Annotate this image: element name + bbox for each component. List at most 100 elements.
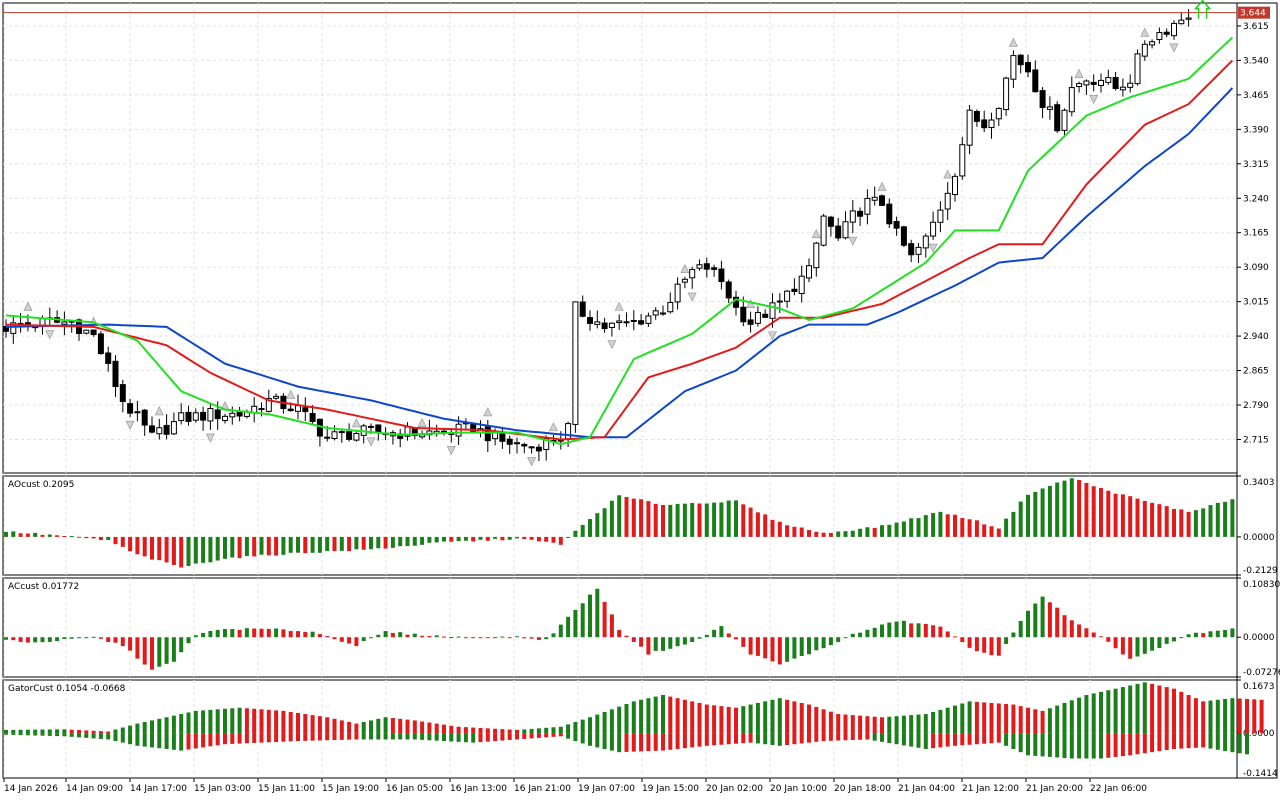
time-tick-label: 14 Jan 2026: [4, 784, 58, 794]
gator-lower-bar: [843, 733, 848, 741]
histogram-bar-up: [442, 536, 446, 542]
gator-lower-bar: [1062, 733, 1067, 758]
gator-lower-bar: [836, 733, 841, 741]
gator-lower-bar: [354, 733, 359, 740]
histogram-bar-up: [1011, 632, 1016, 638]
gator-lower-bar: [1179, 733, 1184, 749]
candle-bear: [703, 263, 710, 270]
gator-upper-bar: [296, 713, 300, 734]
gator-lower-bar: [1011, 733, 1016, 749]
candle-bull: [1083, 80, 1090, 86]
histogram-bar-down: [1099, 487, 1103, 537]
histogram-bar-up: [84, 637, 89, 639]
histogram-bar-down: [405, 634, 410, 638]
gator-upper-bar: [1172, 688, 1176, 734]
gator-upper-bar: [281, 710, 286, 734]
candle-bear: [200, 411, 207, 421]
gator-lower-bar: [1142, 733, 1147, 754]
gator-lower-bar: [1099, 733, 1103, 759]
histogram-bar-up: [712, 629, 717, 638]
candle-bear: [1054, 104, 1061, 132]
gator-lower-bar: [1004, 733, 1009, 746]
gator-lower-bar: [157, 733, 162, 749]
gator-lower-bar: [668, 733, 673, 750]
histogram-bar-up: [843, 637, 848, 639]
gator-lower-bar: [171, 733, 176, 750]
histogram-bar-down: [347, 637, 352, 644]
gator-upper-bar: [1033, 709, 1038, 734]
gator-upper-bar: [354, 723, 359, 734]
candle-bull: [1098, 79, 1104, 86]
gator-lower-bar: [281, 733, 286, 742]
histogram-bar-down: [259, 628, 264, 638]
gator-upper-bar: [1128, 685, 1133, 734]
gator-upper-bar: [880, 717, 884, 734]
histogram-bar-up: [1033, 491, 1038, 537]
indicator-tick-label: 0.0000: [1243, 533, 1275, 543]
gator-lower-bar: [858, 733, 863, 740]
gator-lower-bar: [1026, 733, 1030, 756]
gator-upper-bar: [522, 729, 527, 734]
gator-lower-bar: [478, 733, 483, 743]
fractal-down-marker: [687, 292, 697, 302]
histogram-bar-up: [339, 536, 344, 551]
histogram-bar-up: [865, 629, 870, 638]
gator-upper-bar: [361, 722, 366, 734]
candle-bull: [864, 197, 871, 215]
histogram-bar-down: [785, 525, 790, 537]
histogram-bar-up: [215, 536, 220, 561]
indicator-tick-label: 0.3403: [1243, 478, 1275, 488]
gator-upper-bar: [996, 703, 1001, 734]
histogram-bar-up: [609, 500, 614, 537]
gator-lower-bar: [1164, 733, 1169, 751]
gator-upper-bar: [704, 704, 709, 734]
indicator-tick-label: 0.0000: [1243, 633, 1275, 643]
gator-lower-bar: [303, 733, 308, 741]
gator-upper-bar: [872, 716, 877, 734]
histogram-bar-down: [500, 536, 505, 541]
histogram-bar-up: [828, 637, 833, 646]
histogram-bar-up: [1230, 628, 1235, 638]
fractal-up-marker: [549, 422, 558, 432]
candle-bull: [222, 415, 228, 422]
histogram-bar-up: [573, 530, 578, 537]
gator-upper-bar: [157, 718, 162, 734]
histogram-bar-up: [288, 536, 293, 553]
histogram-bar-down: [967, 519, 972, 537]
gator-lower-bar: [1230, 733, 1235, 753]
candle-bear: [762, 313, 769, 318]
histogram-bar-up: [493, 637, 498, 639]
indicator-tick-label: 0.1673: [1243, 682, 1275, 692]
histogram-bar-up: [274, 628, 279, 638]
histogram-bar-down: [98, 536, 103, 541]
price-tick-label: 3.015: [1243, 298, 1269, 308]
time-tick-label: 20 Jan 10:00: [770, 784, 827, 794]
histogram-bar-up: [690, 503, 695, 537]
histogram-bar-up: [55, 637, 60, 642]
histogram-bar-down: [770, 519, 775, 537]
candle-bull: [170, 421, 177, 435]
candle-bear: [214, 409, 221, 420]
alligator-jaw-line: [5, 87, 1234, 439]
histogram-bar-down: [135, 536, 140, 555]
gator-lower-bar: [442, 733, 446, 742]
gator-upper-bar: [712, 705, 717, 734]
candle-bear: [1039, 90, 1046, 108]
histogram-bar-up: [69, 637, 74, 639]
histogram-bar-down: [317, 634, 322, 638]
gator-upper-bar: [179, 714, 184, 734]
histogram-bar-up: [427, 536, 432, 543]
histogram-bar-down: [91, 536, 96, 539]
histogram-bar-up: [1164, 637, 1169, 644]
gator-lower-bar: [996, 733, 1001, 743]
candle-bull: [1003, 77, 1010, 111]
gator-lower-bar: [113, 733, 118, 742]
candle-bear: [141, 409, 148, 426]
gator-upper-bar: [938, 709, 943, 734]
gator-upper-bar: [383, 717, 388, 734]
gator-lower-bar: [310, 733, 315, 741]
gator-lower-bar: [661, 733, 665, 751]
candle-bear: [1112, 77, 1119, 90]
